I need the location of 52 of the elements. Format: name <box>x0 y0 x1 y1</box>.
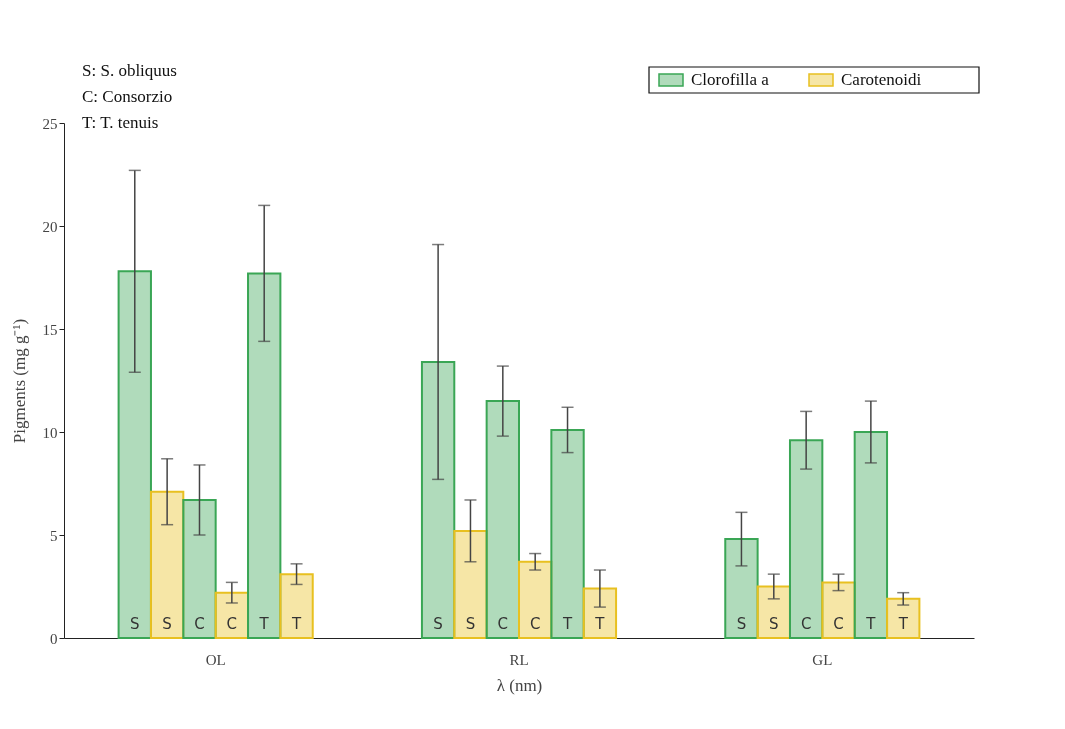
data-label: C <box>529 615 541 633</box>
data-label: S <box>465 615 476 633</box>
data-label: S <box>162 615 172 633</box>
text: S: S. obliquus <box>82 61 177 80</box>
y-tick-label: 20 <box>42 218 58 235</box>
bar <box>214 591 250 639</box>
bar <box>582 587 618 639</box>
bar <box>518 560 553 639</box>
data-label: T <box>258 615 270 633</box>
bar <box>279 573 314 639</box>
bar <box>453 529 488 639</box>
y-axis-title: Pigments (mg g⁻¹) <box>9 318 29 444</box>
bar <box>550 428 585 639</box>
bar <box>420 360 456 639</box>
bar <box>182 498 217 639</box>
data-label: T <box>865 615 877 633</box>
data-label: C <box>833 615 844 633</box>
y-tick-label: 10 <box>42 424 58 441</box>
legend-label: Clorofilla a <box>691 70 770 89</box>
bar <box>247 272 282 639</box>
y-tick-label: 0 <box>50 630 58 647</box>
data-label: C <box>194 615 205 633</box>
x-axis-title: λ (nm) <box>496 675 543 695</box>
bar <box>117 270 152 639</box>
y-tick-label: 25 <box>42 115 58 132</box>
text: C: Consorzio <box>82 87 173 106</box>
legend-label: Carotenoidi <box>841 70 922 89</box>
annotation: T: T. tenuis <box>82 113 159 132</box>
data-label: S <box>736 615 747 633</box>
data-label: C <box>497 615 509 633</box>
bar <box>788 439 824 639</box>
bar <box>886 597 921 639</box>
x-tick-label: RL <box>509 651 529 668</box>
bar <box>149 490 185 639</box>
data-label: T <box>561 615 573 633</box>
data-label: T <box>897 615 909 633</box>
bar <box>821 581 856 639</box>
x-tick-label: OL <box>205 651 226 668</box>
bar <box>724 538 759 639</box>
data-label: S <box>769 615 779 633</box>
y-tick-label: 5 <box>50 527 58 544</box>
x-tick-label: GL <box>812 651 833 668</box>
data-label: C <box>800 615 812 633</box>
bar <box>853 431 889 639</box>
data-label: T <box>290 615 302 633</box>
data-label: S <box>433 615 443 633</box>
data-label: S <box>130 615 140 633</box>
data-label: T <box>594 615 606 633</box>
data-label: C <box>226 615 238 633</box>
bar <box>756 585 791 639</box>
y-tick-label: 15 <box>42 321 58 338</box>
bar <box>485 400 520 639</box>
